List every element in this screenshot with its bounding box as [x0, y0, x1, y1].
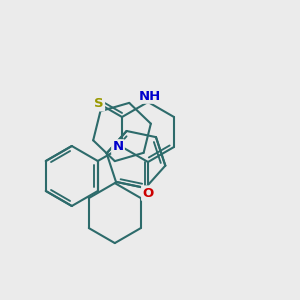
Text: N: N: [112, 140, 124, 154]
Text: O: O: [142, 187, 154, 200]
Text: S: S: [94, 97, 104, 110]
Text: NH: NH: [139, 89, 161, 103]
